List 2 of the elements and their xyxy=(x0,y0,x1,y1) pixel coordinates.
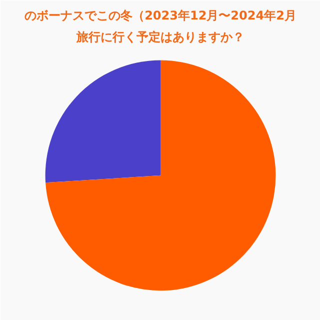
chart-title: のボーナスでこの冬（2023年12月〜2024年2月 xyxy=(24,8,296,22)
chart-subtitle: 旅行に行く予定はありますか？ xyxy=(76,30,244,44)
